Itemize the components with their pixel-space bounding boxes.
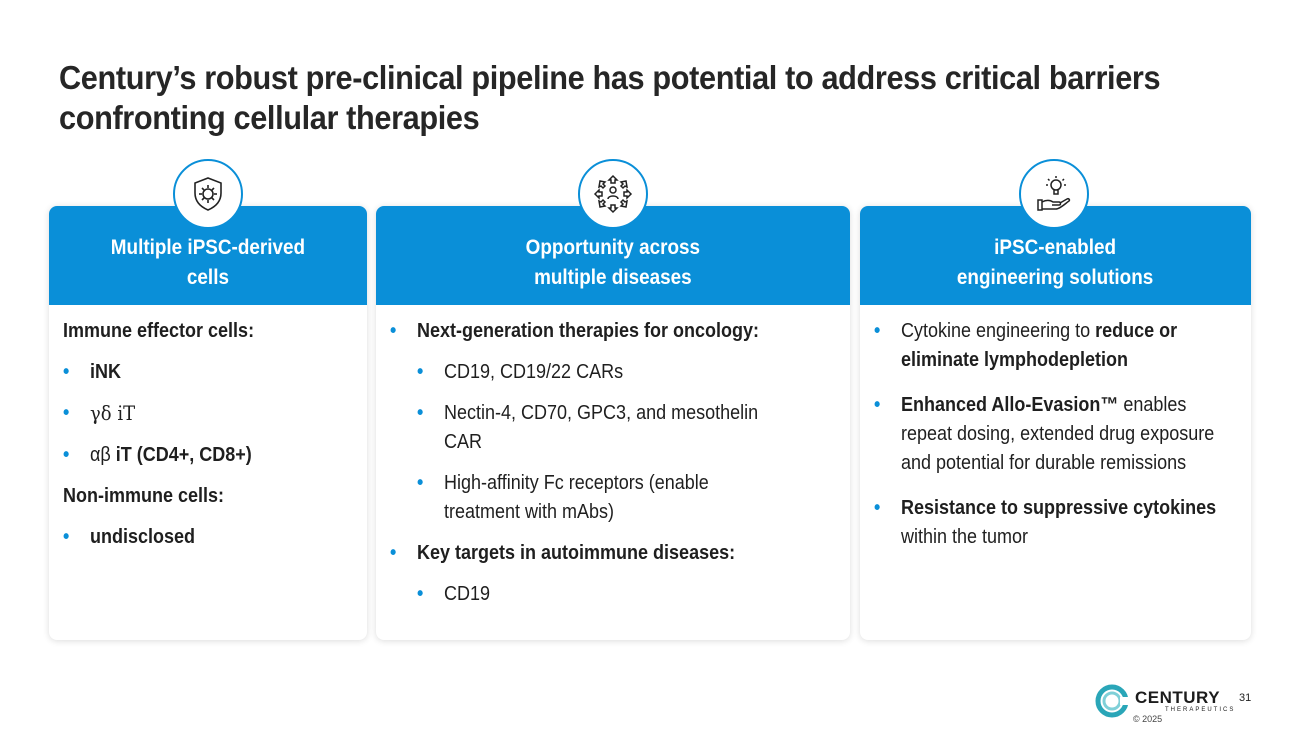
page-title: Century’s robust pre-clinical pipeline h… — [59, 58, 1175, 138]
list-item: Key targets in autoimmune diseases: — [390, 539, 836, 568]
bullet-bold: Enhanced Allo-Evasion™ — [901, 394, 1119, 416]
bullet-bold: Resistance to suppressive cytokines — [901, 497, 1217, 519]
lightbulb-hand-icon — [1019, 159, 1089, 229]
card-header: Opportunity across multiple diseases — [376, 206, 850, 305]
page-number: 31 — [1239, 692, 1252, 704]
alpha-beta-prefix: αβ — [90, 444, 111, 466]
list-item: Resistance to suppressive cytokines with… — [874, 494, 1234, 552]
list-item: undisclosed — [63, 523, 353, 552]
list-item: Cytokine engineering to reduce or elimin… — [874, 317, 1234, 375]
list-item: Next-generation therapies for oncology: — [390, 317, 836, 346]
logo-subtitle: THERAPEUTICS — [1165, 706, 1236, 713]
century-logo: CENTURY THERAPEUTICS — [1095, 684, 1235, 718]
list-item: CD19 — [390, 580, 836, 609]
list-item: Enhanced Allo-Evasion™ enables repeat do… — [874, 391, 1234, 478]
nonimmune-heading: Non-immune cells: — [63, 485, 225, 507]
card-engineering: iPSC-enabled engineering solutions Cytok… — [860, 206, 1251, 640]
list-item: γδ iT — [63, 399, 353, 429]
shield-virus-icon — [173, 159, 243, 229]
expand-arrows-person-icon — [578, 159, 648, 229]
title-line-2: confronting cellular therapies — [59, 99, 480, 136]
list-item: iNK — [63, 358, 353, 387]
card-heading-line: multiple diseases — [534, 266, 692, 289]
logo-wordmark: CENTURY — [1135, 687, 1221, 707]
card-ipsc-cells: Multiple iPSC-derived cells Immune effec… — [49, 206, 367, 640]
card-opportunity: Opportunity across multiple diseases Nex… — [376, 206, 850, 640]
bullet-bold: reduce or eliminate lymphodepletion — [901, 320, 1178, 371]
century-logo-mark-icon — [1095, 684, 1129, 718]
bullet-text: enables repeat dosing, extended drug exp… — [901, 394, 1215, 474]
immune-heading: Immune effector cells: — [63, 320, 255, 342]
list-item: Nectin-4, CD70, GPC3, and mesothelin CAR — [390, 399, 786, 457]
list-item: αβ iT (CD4+, CD8+) — [63, 441, 353, 470]
card-heading-line: cells — [186, 266, 230, 289]
card-heading-line: Multiple iPSC-derived — [110, 236, 306, 259]
gamma-delta-label: γδ iT — [90, 401, 136, 425]
list-item: CD19, CD19/22 CARs — [390, 358, 836, 387]
list-item: High-affinity Fc receptors (enable treat… — [390, 469, 768, 527]
copyright: © 2025 — [1133, 714, 1163, 724]
card-heading-line: Opportunity across — [525, 236, 701, 259]
bullet-text: within the tumor — [901, 526, 1029, 548]
alpha-beta-label: iT (CD4+, CD8+) — [115, 444, 252, 466]
card-heading-line: engineering solutions — [957, 266, 1154, 289]
bullet-text: Cytokine engineering to — [901, 320, 1096, 342]
card-heading-line: iPSC-enabled — [994, 236, 1117, 259]
title-line-1: Century’s robust pre-clinical pipeline h… — [59, 59, 1161, 96]
